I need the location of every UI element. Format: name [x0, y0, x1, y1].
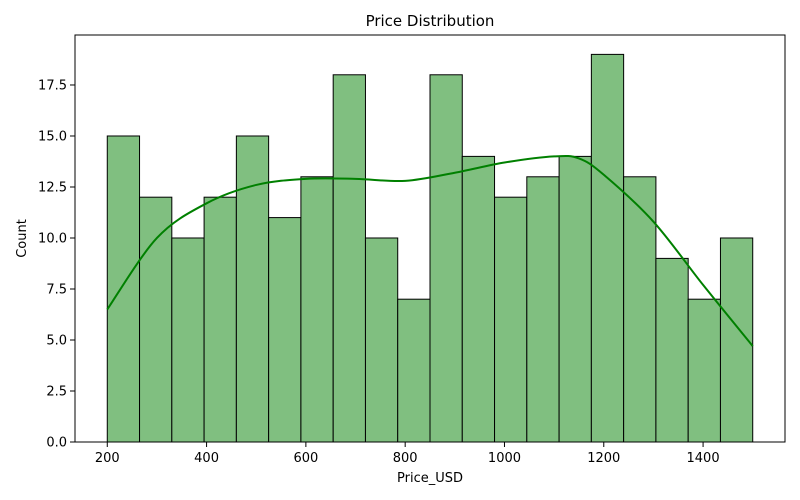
x-tick-label: 600: [293, 451, 318, 466]
y-axis-title: Count: [15, 219, 30, 258]
x-tick-label: 1200: [587, 451, 620, 466]
chart-title: Price Distribution: [366, 12, 495, 30]
y-tick-label: 17.5: [38, 78, 67, 93]
histogram-bar: [364, 237, 399, 443]
histogram-bar: [494, 196, 528, 443]
histogram-bar: [106, 135, 141, 443]
y-tick-label: 12.5: [38, 180, 67, 195]
x-tick-label: 1400: [687, 451, 720, 466]
x-tick-label: 200: [95, 451, 120, 466]
x-axis-title: Price_USD: [397, 471, 463, 486]
histogram-bar: [203, 196, 237, 443]
y-axis: 0.0 2.5 5.0 7.5 10.0 12.5 15.0 17.5: [38, 78, 75, 451]
histogram-bar: [526, 176, 560, 443]
histogram-bar: [171, 237, 205, 443]
histogram-bar: [558, 155, 592, 443]
histogram-bar: [623, 176, 657, 443]
x-tick-label: 800: [393, 451, 418, 466]
histogram-bar: [300, 176, 334, 443]
kde-curve: [106, 154, 754, 347]
x-tick-label: 400: [194, 451, 219, 466]
bars-group: [106, 53, 754, 443]
histogram-bar: [687, 298, 721, 443]
histogram-bar: [268, 217, 302, 443]
y-tick-label: 2.5: [46, 384, 67, 399]
y-tick-label: 7.5: [46, 282, 67, 297]
histogram-bar: [590, 53, 625, 443]
histogram-bar: [397, 298, 431, 443]
histogram-bar: [429, 74, 463, 443]
histogram-bar: [332, 74, 366, 443]
y-tick-label: 0.0: [46, 436, 67, 451]
x-tick-label: 1000: [488, 451, 521, 466]
y-tick-label: 10.0: [38, 231, 67, 246]
y-tick-label: 5.0: [46, 333, 67, 348]
histogram-bar: [139, 196, 173, 443]
x-axis: 200 400 600 800 1000 1200 1400: [95, 442, 720, 466]
histogram-bar: [655, 257, 689, 443]
histogram-bar: [461, 155, 496, 443]
histogram-bar: [235, 135, 270, 443]
y-tick-label: 15.0: [38, 129, 67, 144]
plot-frame: [74, 34, 786, 443]
